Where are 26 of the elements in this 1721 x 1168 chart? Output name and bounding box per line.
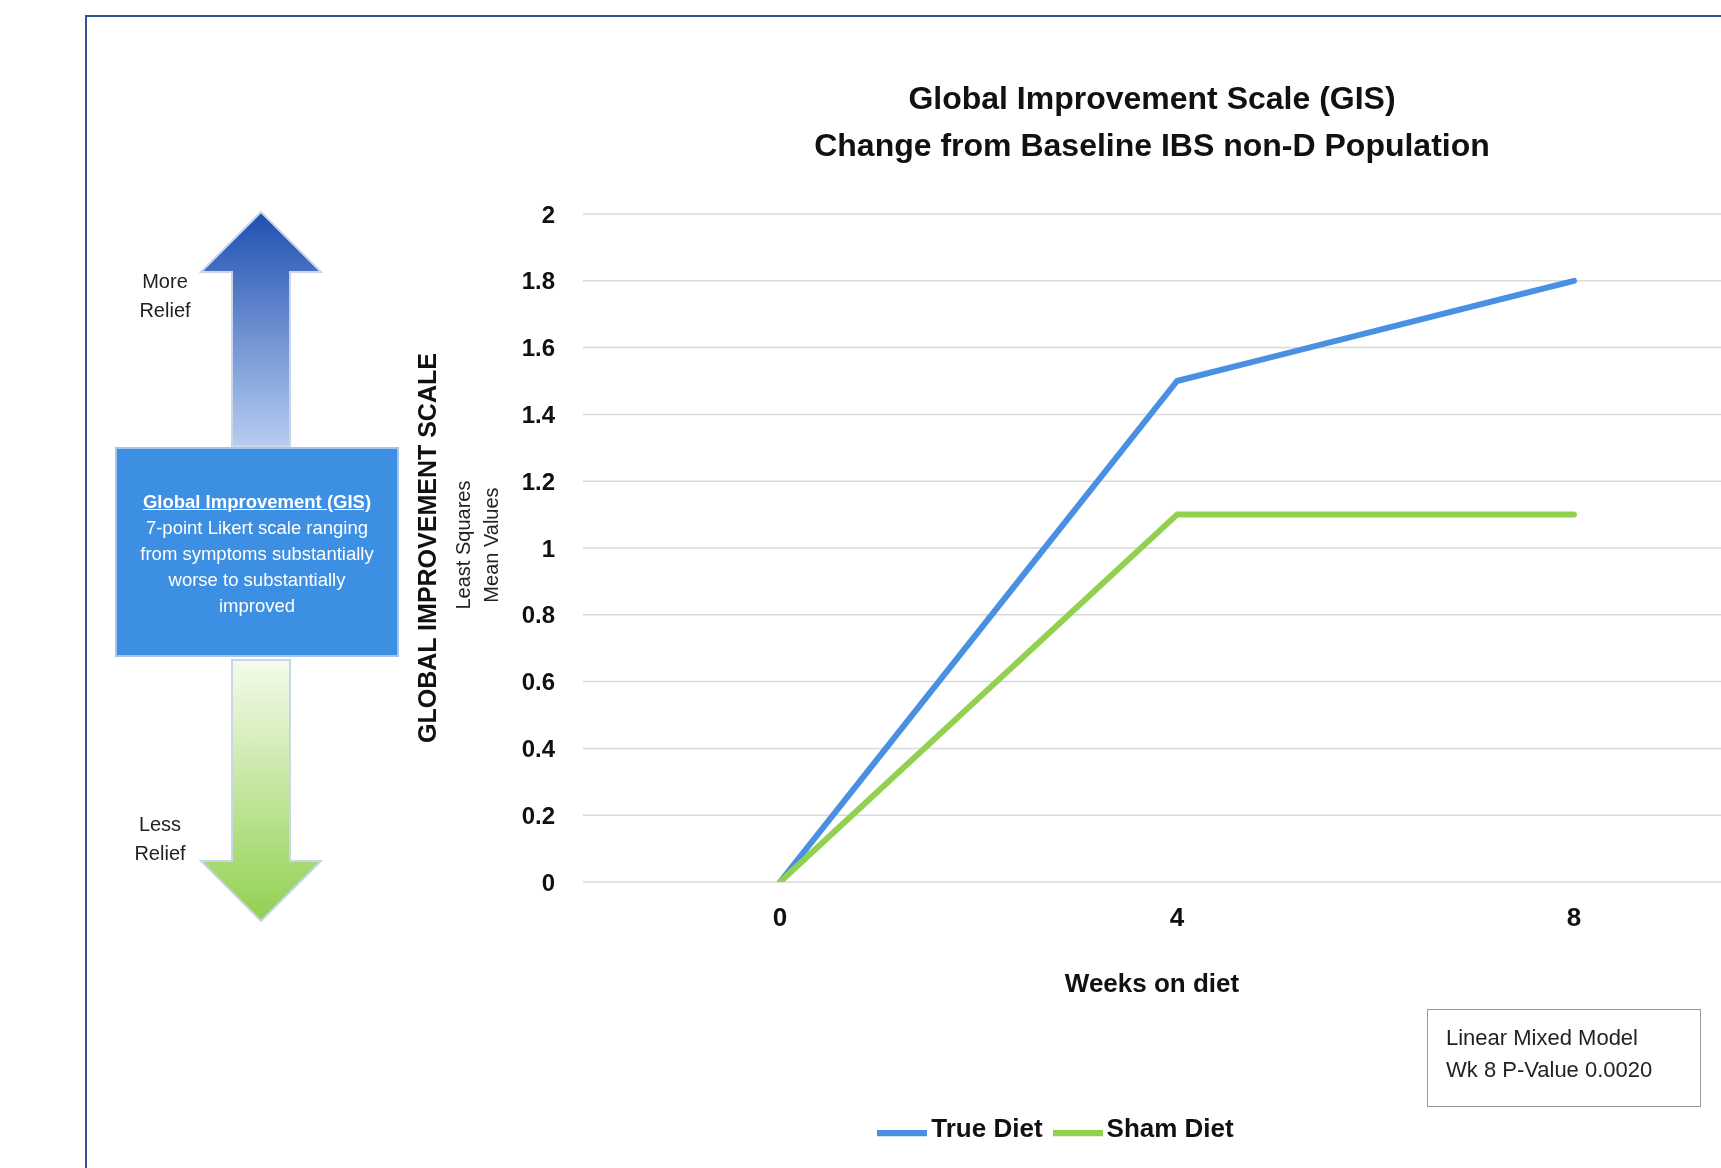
y-tick-label: 0.8: [521, 601, 555, 629]
y-tick-label: 0.2: [521, 801, 555, 829]
y-tick-label: 2: [541, 200, 555, 228]
y-tick-label: 1.4: [521, 400, 556, 428]
x-tick-label: 4: [1169, 902, 1185, 933]
y-tick-label: 1.8: [521, 267, 555, 295]
chart-title: Global Improvement Scale (GIS): [907, 79, 1397, 118]
legend-label: True Diet: [931, 1113, 1043, 1144]
y-tick-label: 0.4: [521, 734, 556, 762]
y-tick-label: 1.2: [521, 467, 555, 495]
y-tick-label: 1.6: [521, 334, 555, 362]
text: Linear Mixed Model Wk 8 P-Value 0.0020: [1427, 1009, 1701, 1107]
x-axis-title: Weeks on diet: [1064, 968, 1240, 998]
text: 7-point Likert scale ranging from symptoms substantially worse to substantially improved: [139, 516, 375, 618]
text: Least Squares Mean Values: [451, 479, 503, 612]
y-tick-label: 0.6: [521, 668, 555, 696]
y-axis-title: GLOBAL IMPROVEMENT SCALE: [412, 352, 442, 745]
text: Global Improvement (GIS): [141, 490, 373, 514]
chart-subtitle: Change from Baseline IBS non-D Population: [813, 126, 1491, 165]
legend-label: Sham Diet: [1106, 1113, 1234, 1144]
y-tick-label: 1: [541, 534, 555, 562]
x-tick-label: 8: [1566, 902, 1582, 933]
text: More Relief: [138, 269, 192, 323]
text: Less Relief: [133, 812, 187, 866]
x-tick-label: 0: [772, 902, 788, 933]
y-tick-label: 0: [541, 868, 555, 896]
